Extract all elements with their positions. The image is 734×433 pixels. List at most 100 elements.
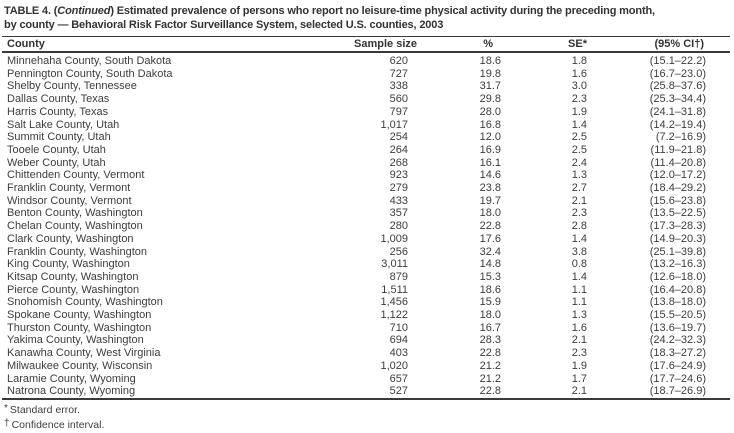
table-row: Thurston County, Washington 710 16.7 1.6… [2, 322, 730, 335]
percent-cell: 28.3 [479, 334, 501, 347]
sample-size-cell: 620 [389, 55, 408, 67]
sample-size-cell: 797 [389, 105, 408, 118]
table-row: Dallas County, Texas 560 29.8 2.3 (25.3–… [2, 93, 730, 106]
county-cell: Chittenden County, Vermont [7, 169, 145, 182]
se-cell: 1.3 [571, 169, 587, 182]
percent-cell: 28.0 [479, 105, 501, 118]
ci-cell: (24.1–31.8) [649, 105, 706, 118]
ci-cell: (13.5–22.5) [649, 207, 706, 220]
footnotes: * Standard error. † Confidence interval. [0, 400, 734, 432]
ci-cell: (7.2–16.9) [655, 131, 706, 144]
col-header-se: SE* [568, 38, 587, 50]
table-row: Windsor County, Vermont 433 19.7 2.1 (15… [2, 195, 730, 208]
table-row: Tooele County, Utah 264 16.9 2.5 (11.9–2… [2, 144, 730, 157]
ci-cell: (15.1–22.2) [649, 55, 706, 67]
county-cell: Milwaukee County, Wisconsin [7, 359, 153, 372]
table-row: Summit County, Utah 254 12.0 2.5 (7.2–16… [2, 131, 730, 144]
table-row: Benton County, Washington 357 18.0 2.3 (… [2, 207, 730, 220]
percent-cell: 14.8 [479, 258, 501, 271]
percent-cell: 22.8 [479, 347, 501, 360]
percent-cell: 23.8 [479, 182, 501, 195]
footnote-confidence-interval: † Confidence interval. [4, 417, 734, 432]
sample-size-cell: 338 [389, 80, 408, 93]
county-cell: Weber County, Utah [7, 156, 106, 169]
sample-size-cell: 1,017 [380, 118, 408, 131]
ci-cell: (17.7–24.6) [649, 372, 706, 385]
se-cell: 2.3 [571, 207, 587, 220]
table-title-suffix: ) Estimated prevalence of persons who re… [110, 5, 655, 17]
table-row: Pierce County, Washington 1,511 18.6 1.1… [2, 284, 730, 297]
county-cell: Yakima County, Washington [7, 334, 144, 347]
sample-size-cell: 1,009 [380, 232, 408, 245]
table-row: Yakima County, Washington 694 28.3 2.1 (… [2, 334, 730, 347]
percent-cell: 22.8 [479, 385, 501, 398]
sample-size-cell: 710 [389, 321, 408, 334]
percent-cell: 18.6 [479, 55, 501, 67]
sample-size-cell: 727 [389, 67, 408, 80]
county-cell: Dallas County, Texas [7, 93, 110, 106]
dagger-marker: † [4, 417, 10, 429]
county-cell: Kanawha County, West Virginia [7, 347, 161, 360]
sample-size-cell: 1,122 [380, 309, 408, 322]
percent-cell: 16.8 [479, 118, 501, 131]
col-header-percent: % [483, 38, 493, 50]
county-cell: Chelan County, Washington [7, 220, 143, 233]
ci-cell: (12.6–18.0) [649, 270, 706, 283]
se-cell: 2.3 [571, 347, 587, 360]
se-cell: 2.1 [571, 385, 587, 398]
se-cell: 1.4 [571, 118, 587, 131]
county-cell: Tooele County, Utah [7, 143, 106, 156]
se-cell: 1.6 [571, 321, 587, 334]
table-header: County Sample size % SE* (95% CI†) [2, 37, 730, 52]
col-header-ci: (95% CI†) [654, 38, 704, 50]
sample-size-cell: 403 [389, 347, 408, 360]
ci-cell: (13.2–16.3) [649, 258, 706, 271]
county-cell: Natrona County, Wyoming [7, 385, 136, 398]
se-cell: 2.3 [571, 93, 587, 106]
sample-size-cell: 694 [389, 334, 408, 347]
ci-cell: (17.6–24.9) [649, 359, 706, 372]
county-cell: Laramie County, Wyoming [7, 372, 136, 385]
sample-size-cell: 280 [389, 220, 408, 233]
county-cell: Snohomish County, Washington [7, 296, 163, 309]
percent-cell: 29.8 [479, 93, 501, 106]
sample-size-cell: 256 [389, 245, 408, 258]
table-row: Clark County, Washington 1,009 17.6 1.4 … [2, 233, 730, 246]
percent-cell: 19.8 [479, 67, 501, 80]
se-cell: 1.6 [571, 67, 587, 80]
percent-cell: 18.0 [479, 309, 501, 322]
table-row: Salt Lake County, Utah 1,017 16.8 1.4 (1… [2, 119, 730, 132]
table-row: Natrona County, Wyoming 527 22.8 2.1 (18… [2, 385, 730, 399]
se-cell: 1.1 [571, 283, 587, 296]
table-row: Snohomish County, Washington 1,456 15.9 … [2, 296, 730, 309]
table-title-prefix: TABLE 4. ( [4, 5, 58, 17]
ci-cell: (15.5–20.5) [649, 309, 706, 322]
se-cell: 2.1 [571, 194, 587, 207]
county-cell: Franklin County, Washington [7, 245, 148, 258]
percent-cell: 15.3 [479, 270, 501, 283]
county-cell: Franklin County, Vermont [7, 182, 131, 195]
se-cell: 1.9 [571, 359, 587, 372]
se-cell: 2.4 [571, 156, 587, 169]
sample-size-cell: 268 [389, 156, 408, 169]
se-cell: 3.8 [571, 245, 587, 258]
se-cell: 2.7 [571, 182, 587, 195]
percent-cell: 15.9 [479, 296, 501, 309]
se-cell: 2.1 [571, 334, 587, 347]
table-row: Chelan County, Washington 280 22.8 2.8 (… [2, 220, 730, 233]
se-cell: 2.8 [571, 220, 587, 233]
ci-cell: (15.6–23.8) [649, 194, 706, 207]
percent-cell: 12.0 [479, 131, 501, 144]
table-row: King County, Washington 3,011 14.8 0.8 (… [2, 258, 730, 271]
percent-cell: 18.0 [479, 207, 501, 220]
county-cell: Kitsap County, Washington [7, 270, 139, 283]
county-cell: Thurston County, Washington [7, 321, 152, 334]
table-title-line2: by county — Behavioral Risk Factor Surve… [4, 19, 444, 31]
table-row: Kanawha County, West Virginia 403 22.8 2… [2, 347, 730, 360]
ci-cell: (18.4–29.2) [649, 182, 706, 195]
se-cell: 1.7 [571, 372, 587, 385]
col-header-county: County [7, 38, 45, 50]
ci-cell: (16.4–20.8) [649, 283, 706, 296]
se-cell: 1.4 [571, 270, 587, 283]
